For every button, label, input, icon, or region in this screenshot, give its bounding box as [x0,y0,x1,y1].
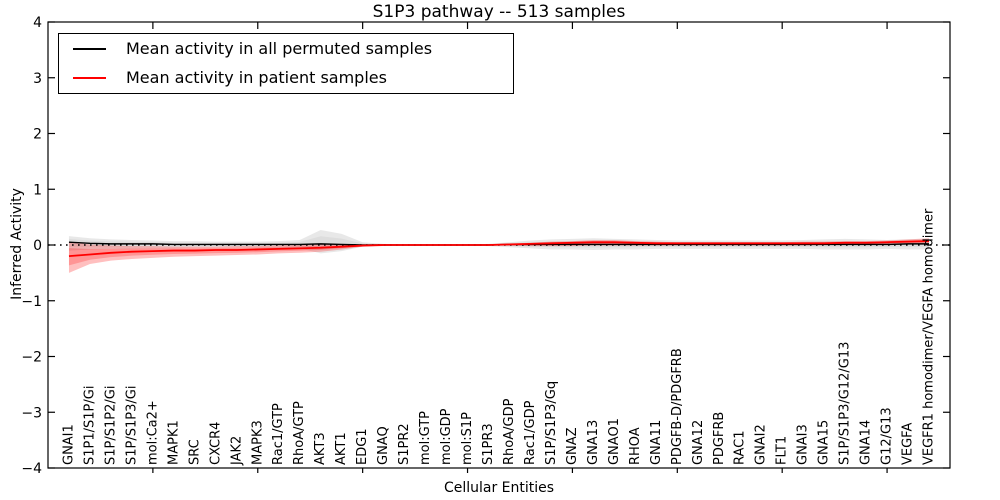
x-category-label: RhoA/GDP [502,398,517,465]
x-category-label: S1P/S1P3/Gi [124,386,139,465]
y-tick-label: −3 [21,405,42,421]
y-tick-label: 4 [33,15,42,31]
y-tick-label: 1 [33,182,42,198]
y-tick-label: 0 [33,238,42,254]
legend-label-patient: Mean activity in patient samples [126,68,387,87]
y-tick-label: 2 [33,127,42,143]
x-category-label: S1P/S1P2/Gi [103,386,118,465]
x-category-label: AKT3 [313,432,328,465]
legend-line-red [73,76,106,79]
y-tick-label: −4 [21,461,42,477]
x-category-label: Rac1/GTP [271,403,286,465]
series-band-inner-permuted [68,236,930,250]
x-category-label: JAK2 [229,436,244,466]
x-category-label: Rac1/GDP [523,400,538,465]
x-category-label: SRC [187,439,202,465]
y-tick-label: −1 [21,294,42,310]
x-category-label: G12/G13 [880,407,895,465]
x-category-label: CXCR4 [208,422,223,465]
legend-label-permuted: Mean activity in all permuted samples [126,39,433,58]
x-category-label: GNAQ [376,426,391,465]
x-category-label: mol:Ca2+ [145,400,160,465]
x-category-label: GNA14 [859,420,874,465]
x-category-label: mol:GTP [418,411,433,465]
x-category-label: GNAZ [565,427,580,465]
x-category-label: mol:GDP [439,408,454,465]
x-category-label: RHOA [628,427,643,465]
x-category-label: GNAI1 [61,424,76,465]
chart-title: S1P3 pathway -- 513 samples [372,2,626,22]
x-category-label: GNA12 [691,420,706,465]
legend-line-black [73,47,106,50]
x-category-label: PDGFB-D/PDGFRB [670,348,685,465]
x-category-label: mol:S1P [460,412,475,465]
x-category-label: S1P/S1P3/G12/G13 [838,342,853,465]
series-line-patient [68,240,930,258]
series-band-permuted [68,229,930,254]
x-category-label: VEGFR1 homodimer/VEGFA homodimer [922,208,937,465]
x-category-label: MAPK3 [250,420,265,465]
y-tick-label: −2 [21,350,42,366]
y-tick-label: 3 [33,71,42,87]
x-axis-label: Cellular Entities [443,480,555,496]
x-category-label: GNAO1 [607,418,622,465]
x-category-label: RAC1 [733,430,748,465]
x-category-label: MAPK1 [166,420,181,465]
x-category-label: AKT1 [334,432,349,465]
x-category-label: GNAI3 [796,424,811,465]
series-band-patient [68,238,930,273]
x-category-label: GNAI2 [754,424,769,465]
x-category-label: EDG1 [355,428,370,465]
x-category-label: GNA15 [817,420,832,465]
x-category-label: RhoA/GTP [292,401,307,465]
x-category-label: FLT1 [775,436,790,465]
x-category-label: S1PR2 [397,423,412,465]
y-axis-label: Inferred Activity [9,188,25,300]
legend-box: Mean activity in all permuted samples Me… [58,33,514,94]
x-category-label: S1P1/S1P/Gi [82,386,97,465]
x-category-label: S1PR3 [481,423,496,465]
x-category-label: S1P/S1P3/Gq [544,381,559,465]
x-category-label: VEGFA [901,423,916,465]
x-category-label: GNA13 [586,420,601,465]
legend-entry-permuted: Mean activity in all permuted samples [59,34,513,63]
legend-entry-patient: Mean activity in patient samples [59,63,513,92]
x-category-label: PDGFRB [712,412,727,465]
x-category-label: GNA11 [649,420,664,465]
